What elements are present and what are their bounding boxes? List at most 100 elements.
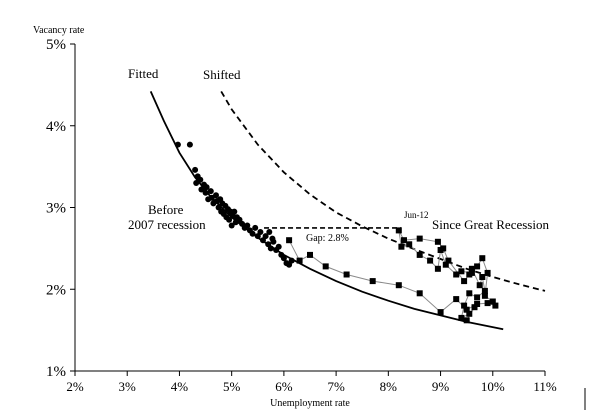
label-since-recession: Since Great Recession	[432, 217, 549, 232]
data-point-circle	[174, 141, 181, 148]
data-point-square	[481, 287, 488, 294]
data-point-square	[481, 292, 488, 299]
x-axis-title: Unemployment rate	[270, 398, 350, 409]
data-point-square	[484, 269, 491, 276]
data-point-square	[322, 263, 329, 270]
data-point-square	[416, 290, 423, 297]
data-point-square	[416, 235, 423, 242]
x-tick-label: 7%	[327, 379, 345, 394]
x-tick-label: 11%	[533, 379, 557, 394]
data-point-circle	[244, 222, 251, 229]
data-point-square	[479, 255, 486, 262]
data-point-circle	[262, 233, 269, 240]
data-point-square	[401, 237, 407, 244]
data-point-square	[343, 271, 350, 278]
data-point-circle	[198, 186, 205, 193]
y-tick-label: 2%	[46, 282, 66, 298]
data-point-square	[492, 302, 499, 309]
data-point-circle	[275, 243, 282, 250]
data-point-square	[427, 257, 434, 264]
x-tick-label: 3%	[119, 379, 137, 394]
curve-shifted	[220, 90, 546, 292]
data-point-square	[468, 265, 475, 272]
axes	[74, 44, 545, 372]
y-ticks: 1% 2% 3% 4% 5%	[46, 37, 75, 380]
data-point-square	[437, 309, 444, 316]
data-point-square	[484, 300, 491, 307]
data-point-square	[296, 257, 303, 264]
data-point-circle	[228, 222, 235, 229]
data-point-square	[307, 251, 313, 258]
y-tick-label: 4%	[46, 119, 66, 135]
data-point-square	[458, 314, 465, 321]
label-gap: Gap: 2.8%	[306, 233, 349, 244]
data-point-circle	[192, 166, 199, 173]
data-point-square	[286, 237, 293, 244]
data-point-square	[442, 261, 449, 268]
x-tick-label: 6%	[275, 379, 293, 394]
data-point-square	[479, 274, 486, 280]
data-point-circle	[203, 184, 210, 191]
data-point-square	[398, 243, 405, 250]
series-since-recession	[286, 227, 499, 324]
data-point-square	[463, 306, 470, 313]
data-point-square	[416, 251, 423, 258]
data-point-square	[466, 271, 473, 278]
data-point-square	[440, 245, 447, 252]
data-point-circle	[197, 176, 204, 183]
label-jun-12: Jun-12	[404, 210, 429, 220]
data-point-circle	[280, 255, 287, 262]
data-point-square	[395, 227, 402, 234]
label-shifted: Shifted	[203, 67, 241, 82]
data-point-square	[471, 304, 478, 311]
data-point-circle	[252, 224, 259, 231]
data-point-square	[406, 241, 413, 248]
data-point-square	[445, 257, 452, 264]
data-point-circle	[213, 192, 219, 199]
data-point-circle	[226, 216, 233, 223]
data-point-square	[369, 278, 376, 285]
data-point-circle	[207, 188, 214, 195]
data-point-circle	[266, 229, 273, 235]
data-point-circle	[257, 229, 264, 235]
curve-fitted	[149, 91, 504, 331]
y-tick-label: 1%	[46, 364, 66, 380]
data-point-square	[463, 317, 470, 324]
data-point-square	[489, 298, 496, 305]
x-tick-label: 5%	[223, 379, 241, 394]
data-point-circle	[288, 257, 295, 264]
data-point-square	[461, 278, 468, 285]
x-tick-label: 4%	[171, 379, 189, 394]
series-before-recession	[174, 141, 295, 268]
data-point-square	[458, 268, 465, 275]
label-fitted: Fitted	[128, 66, 159, 81]
data-point-square	[453, 296, 460, 303]
data-point-square	[474, 263, 481, 270]
y-axis-title: Vacancy rate	[33, 25, 85, 36]
x-tick-label: 9%	[432, 379, 450, 394]
data-point-circle	[186, 141, 193, 148]
data-point-square	[461, 302, 468, 309]
data-point-square	[434, 238, 441, 245]
data-point-circle	[267, 245, 274, 252]
data-point-square	[395, 282, 402, 289]
data-point-square	[474, 294, 481, 301]
x-tick-label: 2%	[66, 379, 84, 394]
data-point-square	[434, 265, 441, 272]
label-before-line2: 2007 recession	[128, 217, 206, 232]
y-tick-label: 3%	[46, 201, 66, 217]
y-tick-label: 5%	[46, 37, 66, 53]
x-tick-label: 8%	[380, 379, 398, 394]
data-point-square	[466, 310, 473, 317]
x-tick-label: 10%	[481, 379, 505, 394]
label-before-line1: Before	[148, 202, 184, 217]
data-point-square	[474, 301, 481, 307]
data-point-circle	[231, 208, 238, 215]
data-point-square	[476, 282, 483, 289]
data-point-square	[466, 290, 473, 297]
data-point-circle	[249, 230, 256, 237]
x-ticks: 2% 3% 4% 5% 6% 7% 8% 9% 10% 11%	[66, 371, 557, 394]
data-point-circle	[270, 238, 277, 245]
data-point-circle	[193, 180, 200, 186]
